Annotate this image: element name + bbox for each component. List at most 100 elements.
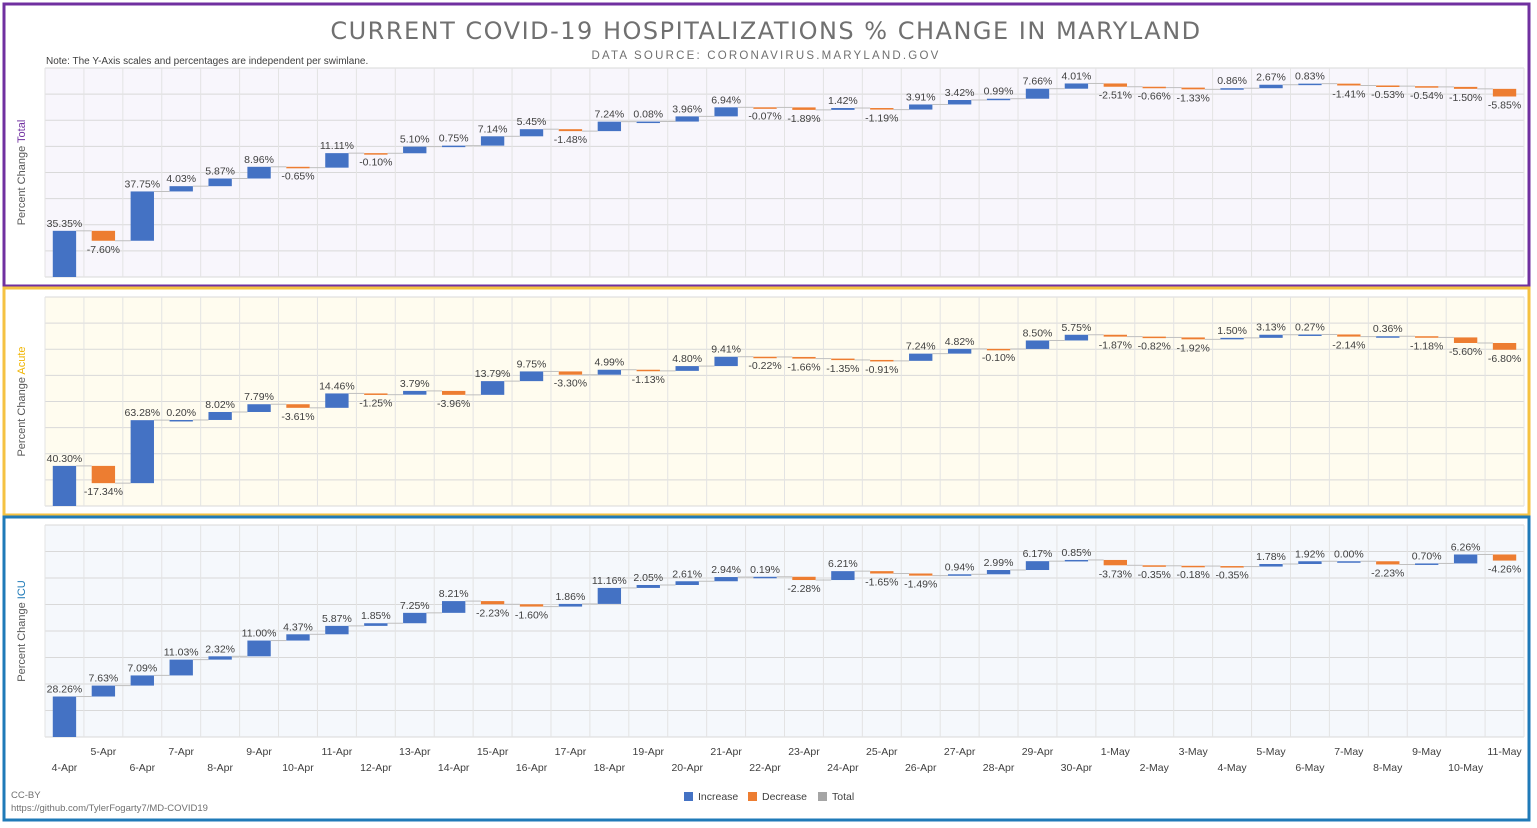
data-label: -2.28%: [787, 583, 820, 595]
bar-increase: [130, 191, 154, 241]
data-label: 6.21%: [828, 558, 858, 570]
bar-decrease: [519, 604, 544, 607]
data-label: 7.24%: [594, 109, 624, 121]
bar-increase: [1025, 561, 1050, 571]
bar-increase: [1064, 334, 1089, 341]
x-tick-label: 27-Apr: [944, 746, 976, 758]
bar-increase: [1025, 88, 1050, 99]
bar-increase: [1064, 83, 1089, 89]
data-label: -1.66%: [787, 362, 820, 374]
x-tick-label: 15-Apr: [477, 746, 509, 758]
data-label: -1.19%: [865, 113, 898, 125]
bar-decrease: [831, 358, 855, 361]
data-label: 6.17%: [1023, 548, 1053, 560]
bar-increase: [325, 393, 349, 408]
bar-increase: [169, 419, 193, 422]
data-label: 2.32%: [205, 643, 235, 655]
x-tick-label: 23-Apr: [788, 746, 820, 758]
data-labels: 40.30% -17.34% 63.28% 0.20% 8.02% 7.79% -3.61%…: [47, 321, 1522, 498]
bar-increase: [986, 98, 1011, 101]
data-label: -4.26%: [1488, 564, 1521, 576]
data-label: 0.08%: [633, 109, 663, 121]
bar-increase: [52, 465, 77, 506]
data-label: 37.75%: [124, 178, 160, 190]
data-label: -1.49%: [904, 579, 937, 591]
data-label: -0.65%: [281, 171, 314, 183]
data-label: 11.16%: [592, 575, 627, 587]
data-label: -1.48%: [554, 134, 587, 146]
bar-increase: [247, 640, 271, 657]
data-label: 6.26%: [1451, 541, 1481, 553]
data-label: -5.60%: [1449, 346, 1482, 358]
bar-increase: [441, 145, 466, 148]
data-label: 1.86%: [556, 591, 586, 603]
connector-lines: [76, 333, 1493, 484]
data-label: -0.66%: [1138, 91, 1171, 103]
data-label: 8.96%: [244, 154, 274, 166]
data-label: 7.24%: [906, 341, 936, 353]
horizontal-gridlines: [44, 67, 1525, 278]
bar-increase: [208, 656, 232, 660]
data-label: 4.37%: [283, 621, 313, 633]
data-label: -1.87%: [1099, 340, 1132, 352]
data-label: 63.28%: [124, 407, 160, 419]
data-label: 1.50%: [1217, 325, 1247, 337]
bar-increase: [1298, 561, 1322, 565]
x-tick-label: 22-Apr: [749, 762, 781, 774]
data-label: 13.79%: [475, 368, 511, 380]
bar-decrease: [753, 107, 777, 109]
bar-decrease: [1181, 87, 1205, 90]
data-label: 11.03%: [164, 647, 199, 659]
bar-increase: [714, 577, 738, 582]
bar-increase: [597, 587, 622, 604]
bar-increase: [597, 369, 622, 375]
bar-increase: [753, 576, 777, 579]
bar-decrease: [1142, 86, 1166, 89]
waterfall-bars: [52, 334, 1517, 506]
legend-swatch: [818, 792, 827, 801]
bar-decrease: [1181, 337, 1205, 340]
data-label: 4.03%: [166, 173, 196, 185]
data-label: 1.85%: [361, 610, 391, 622]
bar-decrease: [1415, 336, 1439, 338]
data-label: -0.91%: [865, 364, 898, 376]
bar-decrease: [792, 576, 816, 581]
bar-decrease: [91, 465, 116, 484]
bar-increase: [286, 634, 310, 641]
bar-increase: [1259, 564, 1283, 567]
lane-border: [2, 286, 1531, 517]
y-axis-label: Percent Change Acute: [16, 346, 28, 456]
x-tick-label: 10-Apr: [282, 762, 314, 774]
bar-increase: [714, 107, 738, 117]
bar-increase: [208, 178, 232, 187]
bar-increase: [1298, 334, 1322, 336]
data-label: -0.07%: [748, 110, 781, 122]
bar-decrease: [1376, 561, 1400, 565]
bar-decrease: [1453, 86, 1478, 89]
bar-increase: [947, 574, 972, 576]
y-axis-label-lane: ICU: [16, 580, 28, 599]
data-label: -1.92%: [1177, 342, 1210, 354]
bar-increase: [52, 230, 77, 277]
connector-lines: [76, 82, 1493, 242]
data-label: 9.41%: [711, 344, 741, 356]
data-label: -2.23%: [1371, 567, 1404, 579]
bar-increase: [909, 353, 933, 361]
bar-increase: [675, 581, 699, 585]
lane-icu: Percent Change ICU 28.26% 7.63% 7.09% 11.03%…: [2, 515, 1531, 822]
x-tick-label: 6-Apr: [129, 762, 155, 774]
x-tick-label: 6-May: [1295, 762, 1325, 774]
data-label: -7.60%: [87, 244, 120, 256]
x-tick-label: 9-Apr: [246, 746, 272, 758]
data-label: 5.87%: [322, 613, 352, 625]
data-label: -0.54%: [1410, 90, 1443, 102]
legend-swatch: [684, 792, 693, 801]
data-label: 6.94%: [711, 94, 741, 106]
data-label: 7.79%: [244, 391, 274, 403]
data-label: -0.35%: [1138, 569, 1171, 581]
bar-increase: [636, 584, 660, 588]
data-label: -1.13%: [632, 374, 665, 386]
lane-border: [2, 2, 1531, 288]
x-tick-label: 13-Apr: [399, 746, 431, 758]
